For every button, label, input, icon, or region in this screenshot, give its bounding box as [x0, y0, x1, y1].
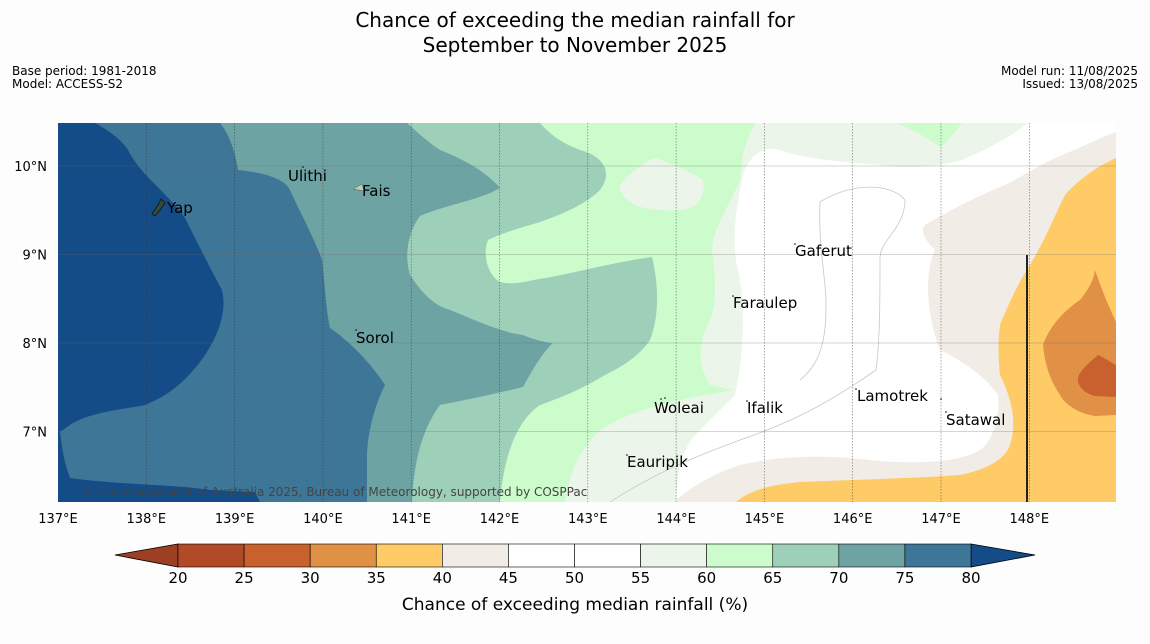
band-25-30 — [1077, 355, 1116, 397]
label-satawal: Satawal — [946, 411, 1005, 429]
contour-line-45 — [799, 201, 827, 381]
colorbar-segment — [904, 543, 972, 568]
satawal-marker — [940, 398, 942, 400]
lon-tick-label: 141°E — [391, 512, 431, 527]
colorbar-tick: 50 — [565, 569, 584, 587]
colorbar-segment — [772, 543, 840, 568]
colorbar-tick: 40 — [433, 569, 452, 587]
faraulep-marker — [732, 295, 734, 297]
colorbar-segment — [243, 543, 311, 568]
colorbar-tick: 25 — [235, 569, 254, 587]
lon-tick-label: 142°E — [480, 512, 520, 527]
colorbar-tick: 35 — [367, 569, 386, 587]
label-faraulep: Faraulep — [733, 294, 797, 312]
base-period-text: Base period: 1981-2018 — [12, 64, 157, 78]
sorol-marker — [355, 329, 357, 331]
islands — [151, 183, 365, 217]
lat-tick-label: 7°N — [23, 426, 48, 441]
lon-tick-label: 143°E — [568, 512, 608, 527]
model-run-text: Model run: 11/08/2025 — [1000, 64, 1138, 78]
colorbar-high-extension — [970, 543, 1036, 568]
colorbar-segment — [508, 543, 575, 568]
band-55-60-inner — [619, 158, 704, 211]
woleai-marker — [660, 398, 662, 400]
fais-island-shape — [352, 183, 365, 192]
colorbar-tick: 80 — [961, 569, 980, 587]
lon-tick-label: 148°E — [1010, 512, 1050, 527]
satawal-marker-2 — [945, 411, 947, 413]
label-sorol: Sorol — [356, 329, 394, 347]
lamotrek-marker — [855, 388, 857, 390]
gaferut-marker — [794, 243, 796, 245]
lat-tick-label: 10°N — [14, 160, 47, 175]
place-markers — [302, 166, 947, 456]
label-eauripik: Eauripik — [627, 453, 688, 471]
model-text: Model: ACCESS-S2 — [12, 77, 124, 91]
ulithi-marker — [302, 166, 304, 168]
lon-tick-label: 145°E — [745, 512, 785, 527]
contour-line-50 — [609, 186, 906, 502]
label-ulithi: Ulithi — [288, 167, 327, 185]
colorbar-tick: 55 — [631, 569, 650, 587]
colorbar-tick: 75 — [895, 569, 914, 587]
colorbar-tick: 20 — [168, 569, 187, 587]
colorbar-segment — [574, 543, 641, 568]
title-line-1: Chance of exceeding the median rainfall … — [355, 8, 795, 32]
lat-tick-label: 9°N — [23, 249, 48, 264]
longitude-tick-labels: 137°E 138°E 139°E 140°E 141°E 142°E 143°E 144°E… — [38, 512, 1049, 527]
lon-tick-label: 146°E — [833, 512, 873, 527]
lon-tick-label: 144°E — [656, 512, 696, 527]
rainfall-contours — [58, 123, 1116, 502]
band-40-45 — [674, 132, 1116, 502]
label-gaferut: Gaferut — [795, 242, 852, 260]
band-60-65-east — [895, 123, 962, 147]
colorbar-label: Chance of exceeding median rainfall (%) — [402, 595, 748, 615]
lon-tick-label: 147°E — [921, 512, 961, 527]
colorbar-segments — [177, 543, 972, 568]
place-labels: Ulithi Fais Yap Gaferut Faraulep Sorol L… — [166, 167, 1005, 471]
colorbar-segment — [309, 543, 377, 568]
yap-island-shape — [151, 198, 166, 217]
label-woleai: Woleai — [654, 399, 704, 417]
label-fais: Fais — [362, 182, 391, 200]
lat-tick-label: 8°N — [23, 337, 48, 352]
lon-tick-label: 140°E — [303, 512, 343, 527]
woleai-marker-2 — [664, 397, 666, 399]
label-lamotrek: Lamotrek — [857, 387, 928, 405]
gridlines — [58, 123, 1116, 502]
lon-tick-label: 138°E — [127, 512, 167, 527]
colorbar-segment — [706, 543, 774, 568]
colorbar-segment — [640, 543, 707, 568]
latitude-tick-labels: 10°N 9°N 8°N 7°N — [14, 160, 47, 441]
metadata-right: Model run: 11/08/2025 Issued: 13/08/2025 — [1001, 65, 1138, 91]
band-over-80 — [58, 123, 260, 502]
colorbar-segment — [177, 543, 245, 568]
colorbar-tick: 65 — [763, 569, 782, 587]
map-title: Chance of exceeding the median rainfall … — [0, 8, 1150, 58]
band-35-40 — [736, 158, 1116, 502]
colorbar-tick: 45 — [499, 569, 518, 587]
colorbar-tick: 60 — [697, 569, 716, 587]
colorbar-segment — [375, 543, 443, 568]
colorbar: 20 25 30 35 40 45 50 55 60 65 70 75 80 Chance of exc… — [114, 543, 1036, 615]
issued-text: Issued: 13/08/2025 — [1022, 77, 1138, 91]
metadata-left: Base period: 1981-2018 Model: ACCESS-S2 — [12, 65, 157, 91]
title-line-2: September to November 2025 — [422, 33, 728, 57]
colorbar-tick: 70 — [829, 569, 848, 587]
colorbar-tick-labels: 20 25 30 35 40 45 50 55 60 65 70 75 80 — [168, 569, 980, 587]
colorbar-tick: 30 — [301, 569, 320, 587]
colorbar-segment — [838, 543, 906, 568]
label-ifalik: Ifalik — [747, 399, 783, 417]
colorbar-low-extension — [114, 543, 179, 568]
lon-tick-label: 137°E — [38, 512, 78, 527]
ifalik-marker — [746, 400, 748, 402]
colorbar-segment — [442, 543, 509, 568]
copyright-notice: © Commonwealth of Australia 2025, Bureau… — [82, 485, 587, 499]
lon-tick-label: 139°E — [215, 512, 255, 527]
eauripik-marker — [626, 454, 628, 456]
label-yap: Yap — [166, 199, 193, 217]
